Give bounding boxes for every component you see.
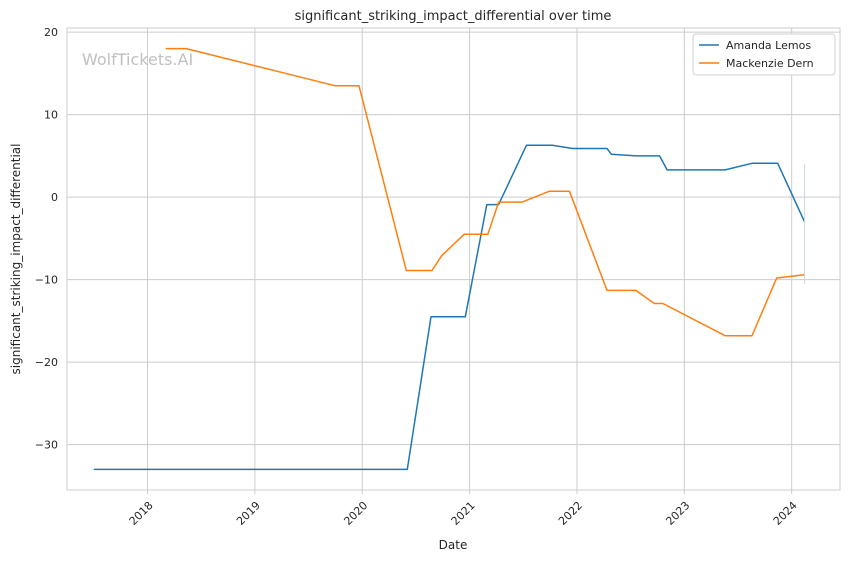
x-tick-label: 2020 [341,499,370,528]
y-tick-label: 20 [44,26,58,39]
y-axis-label: significant_striking_impact_differential [9,144,23,375]
series-layer [93,47,806,471]
x-tick-labels: 2018 2019 2020 2021 2022 2023 2024 [127,490,800,528]
watermark-text: WolfTickets.AI [82,50,193,69]
y-tick-label: 0 [51,191,58,204]
legend-label-mackenzie-dern: Mackenzie Dern [726,57,814,70]
x-tick-label: 2022 [556,499,585,528]
y-tick-label: −20 [35,356,58,369]
y-gridlines [67,31,840,446]
x-tick-label: 2018 [127,499,156,528]
chart-title: significant_striking_impact_differential… [295,9,612,24]
x-gridlines [147,28,793,490]
plot-area [67,28,840,490]
series-line-mackenzie-dern [165,47,805,337]
y-tick-label: −10 [35,274,58,287]
series-line-amanda-lemos [93,144,806,471]
legend: Amanda Lemos Mackenzie Dern [692,33,836,76]
y-tick-label: 10 [44,109,58,122]
y-tick-label: −30 [35,439,58,452]
plot-frame [66,27,841,491]
legend-label-amanda-lemos: Amanda Lemos [726,39,811,52]
x-tick-label: 2021 [449,499,478,528]
legend-box [692,33,836,76]
x-tick-label: 2019 [234,499,263,528]
y-tick-labels: 20 10 0 −10 −20 −30 [35,26,58,452]
x-axis-label: Date [439,538,468,552]
x-tick-label: 2024 [771,499,800,528]
x-tick-label: 2023 [663,499,692,528]
